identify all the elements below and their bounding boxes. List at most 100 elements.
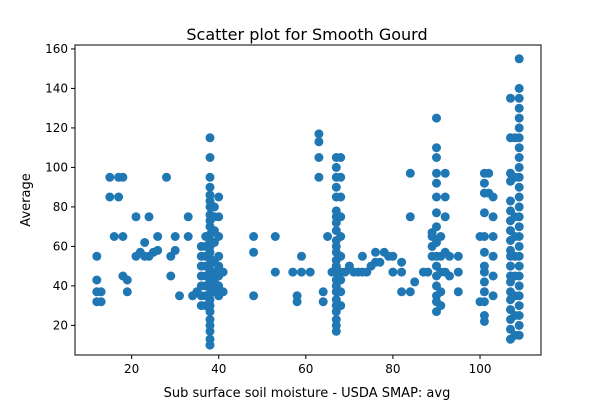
data-point-263 xyxy=(514,83,524,93)
data-point-87 xyxy=(209,202,219,212)
y-tick-label-140: 140 xyxy=(45,81,68,95)
x-tick-label-100: 100 xyxy=(469,362,492,376)
data-point-146 xyxy=(336,232,346,241)
data-point-94 xyxy=(214,212,224,222)
data-point-270 xyxy=(514,153,524,162)
x-tick-label-60: 60 xyxy=(298,362,313,376)
data-point-170 xyxy=(405,212,415,222)
data-point-237 xyxy=(506,196,515,206)
data-point-184 xyxy=(432,192,441,202)
data-point-232 xyxy=(488,291,498,301)
data-point-185 xyxy=(432,208,441,218)
data-point-165 xyxy=(388,267,398,277)
y-tick-label-60: 60 xyxy=(53,239,68,253)
data-point-206 xyxy=(445,271,454,281)
data-point-1 xyxy=(92,275,102,285)
data-point-266 xyxy=(514,113,524,123)
data-point-6 xyxy=(105,172,115,182)
data-point-110 xyxy=(314,137,324,147)
data-point-229 xyxy=(488,232,498,241)
data-point-208 xyxy=(453,267,463,277)
data-point-282 xyxy=(514,271,524,281)
data-point-109 xyxy=(314,129,324,139)
data-point-224 xyxy=(479,316,489,326)
data-point-278 xyxy=(514,232,524,241)
data-point-198 xyxy=(436,287,446,297)
data-point-286 xyxy=(514,311,524,320)
data-point-288 xyxy=(514,330,524,340)
data-point-213 xyxy=(479,178,489,188)
data-point-149 xyxy=(336,172,346,182)
data-point-202 xyxy=(440,212,450,222)
data-point-30 xyxy=(170,245,180,255)
data-point-205 xyxy=(445,251,454,261)
data-point-150 xyxy=(336,153,346,162)
data-point-101 xyxy=(270,232,280,241)
data-point-285 xyxy=(514,301,524,311)
data-point-147 xyxy=(336,212,346,222)
data-point-114 xyxy=(318,297,328,307)
data-point-221 xyxy=(479,287,489,297)
data-point-148 xyxy=(336,192,346,202)
data-point-201 xyxy=(440,192,450,202)
data-point-10 xyxy=(114,192,124,202)
data-point-14 xyxy=(122,275,132,285)
data-point-28 xyxy=(166,271,176,281)
data-point-171 xyxy=(405,287,415,297)
data-point-262 xyxy=(514,54,524,64)
data-point-92 xyxy=(214,251,224,261)
data-point-181 xyxy=(432,153,441,162)
data-point-139 xyxy=(331,162,341,172)
data-point-172 xyxy=(410,277,420,287)
y-tick-label-80: 80 xyxy=(53,200,68,214)
data-point-98 xyxy=(249,232,259,241)
data-point-76 xyxy=(205,182,215,192)
data-point-19 xyxy=(140,238,150,247)
data-point-145 xyxy=(336,251,346,261)
data-point-119 xyxy=(331,315,341,324)
data-point-33 xyxy=(183,232,193,241)
data-point-5 xyxy=(96,297,106,307)
data-point-137 xyxy=(331,182,341,192)
data-point-93 xyxy=(214,232,224,241)
y-tick-label-160: 160 xyxy=(45,42,68,56)
data-point-199 xyxy=(436,301,446,311)
data-point-269 xyxy=(514,143,524,153)
data-point-267 xyxy=(514,123,524,133)
data-point-105 xyxy=(292,297,302,307)
data-point-8 xyxy=(109,232,119,241)
data-point-180 xyxy=(432,143,441,153)
data-point-233 xyxy=(506,93,515,103)
data-point-182 xyxy=(432,168,441,178)
data-point-115 xyxy=(323,232,333,241)
data-point-268 xyxy=(514,133,524,143)
data-point-141 xyxy=(336,301,346,311)
data-point-11 xyxy=(118,172,128,182)
data-point-279 xyxy=(514,241,524,251)
data-point-106 xyxy=(297,251,306,261)
data-point-209 xyxy=(453,287,463,297)
data-point-7 xyxy=(105,192,115,202)
data-point-79 xyxy=(205,133,215,143)
y-tick-label-40: 40 xyxy=(53,279,68,293)
data-point-52 xyxy=(205,334,215,344)
data-point-216 xyxy=(479,232,489,241)
data-point-16 xyxy=(131,212,141,222)
data-point-108 xyxy=(305,267,315,277)
data-point-160 xyxy=(371,247,380,257)
data-point-183 xyxy=(432,178,441,188)
data-point-217 xyxy=(479,247,489,257)
plot-frame xyxy=(74,44,542,356)
data-point-271 xyxy=(514,162,524,172)
data-point-103 xyxy=(288,267,298,277)
x-tick-label-20: 20 xyxy=(124,362,139,376)
y-tick-label-100: 100 xyxy=(45,160,68,174)
data-point-113 xyxy=(318,287,328,297)
data-point-244 xyxy=(506,261,515,271)
data-point-155 xyxy=(357,251,367,261)
data-point-264 xyxy=(514,93,524,103)
data-point-207 xyxy=(453,251,463,261)
data-point-169 xyxy=(405,168,415,178)
data-point-225 xyxy=(484,168,494,178)
